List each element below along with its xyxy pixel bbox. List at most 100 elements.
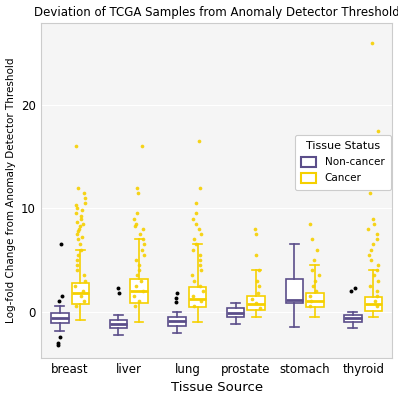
- Point: [173, 295, 179, 301]
- Point: [59, 293, 65, 299]
- Point: [74, 205, 80, 212]
- Point: [137, 231, 143, 237]
- Point: [174, 290, 180, 296]
- Point: [375, 277, 381, 284]
- PathPatch shape: [248, 296, 265, 310]
- PathPatch shape: [189, 287, 207, 308]
- Point: [58, 241, 64, 248]
- Point: [193, 200, 199, 206]
- Point: [78, 246, 84, 253]
- Point: [197, 298, 204, 304]
- Point: [80, 288, 86, 294]
- Point: [191, 277, 198, 284]
- Point: [76, 241, 83, 248]
- Point: [82, 200, 88, 206]
- PathPatch shape: [130, 278, 148, 303]
- Point: [136, 262, 142, 268]
- Point: [313, 288, 320, 294]
- Point: [115, 285, 121, 291]
- PathPatch shape: [51, 313, 69, 323]
- Point: [369, 169, 375, 175]
- Point: [140, 241, 147, 248]
- Point: [252, 226, 259, 232]
- Point: [193, 241, 199, 248]
- Point: [82, 277, 88, 284]
- Point: [133, 221, 139, 227]
- Point: [72, 210, 79, 217]
- Point: [81, 272, 87, 279]
- Point: [78, 293, 85, 299]
- Point: [72, 202, 79, 208]
- Point: [365, 226, 371, 232]
- Point: [197, 282, 204, 289]
- Point: [75, 252, 82, 258]
- Point: [82, 195, 88, 201]
- Point: [316, 272, 322, 279]
- Point: [374, 293, 380, 299]
- Y-axis label: Log-fold Change from Anomaly Detector Threshold: Log-fold Change from Anomaly Detector Th…: [6, 58, 16, 323]
- Legend: Non-cancer, Cancer: Non-cancer, Cancer: [295, 135, 391, 190]
- Point: [375, 262, 381, 268]
- Point: [368, 257, 375, 263]
- Point: [81, 298, 88, 304]
- Point: [55, 339, 61, 346]
- Point: [311, 257, 317, 263]
- PathPatch shape: [285, 278, 303, 303]
- Point: [116, 290, 123, 296]
- Point: [373, 267, 380, 274]
- Point: [369, 216, 376, 222]
- Point: [138, 277, 144, 284]
- Point: [312, 277, 318, 284]
- Point: [132, 303, 138, 310]
- Point: [76, 226, 82, 232]
- Point: [141, 252, 147, 258]
- Point: [309, 267, 315, 274]
- Point: [198, 231, 205, 237]
- Point: [78, 212, 84, 219]
- Point: [75, 228, 82, 234]
- Point: [57, 334, 64, 340]
- Point: [134, 210, 140, 217]
- Point: [306, 303, 313, 310]
- Point: [255, 290, 261, 296]
- Point: [373, 303, 380, 310]
- Point: [257, 305, 263, 312]
- Point: [372, 298, 378, 304]
- Point: [348, 288, 355, 294]
- Point: [136, 298, 142, 304]
- Point: [56, 298, 62, 304]
- Point: [309, 164, 316, 170]
- Point: [131, 293, 137, 299]
- Point: [173, 299, 179, 306]
- Point: [135, 190, 141, 196]
- Point: [249, 296, 256, 302]
- Point: [140, 226, 146, 232]
- Point: [196, 138, 202, 144]
- Point: [253, 252, 259, 258]
- Point: [133, 257, 139, 263]
- Point: [74, 218, 80, 225]
- PathPatch shape: [306, 293, 324, 308]
- Point: [352, 285, 358, 291]
- Point: [198, 267, 204, 274]
- Point: [73, 143, 79, 150]
- Point: [369, 40, 375, 46]
- PathPatch shape: [227, 308, 244, 317]
- Point: [190, 293, 196, 299]
- Point: [307, 221, 314, 227]
- Point: [310, 282, 316, 289]
- Point: [199, 288, 206, 294]
- Point: [77, 216, 84, 222]
- Point: [193, 221, 199, 227]
- Point: [254, 277, 260, 284]
- Point: [190, 246, 196, 253]
- Point: [80, 190, 87, 196]
- Point: [367, 246, 374, 253]
- Point: [190, 236, 197, 242]
- Point: [77, 223, 83, 229]
- Point: [197, 184, 203, 191]
- Point: [256, 282, 262, 289]
- Point: [369, 241, 376, 248]
- Point: [366, 252, 373, 258]
- PathPatch shape: [344, 315, 362, 322]
